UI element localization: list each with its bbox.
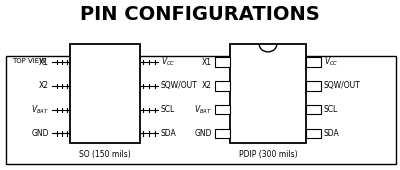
Text: PDIP (300 mils): PDIP (300 mils) <box>239 150 297 159</box>
Text: $V_{{BAT}}$: $V_{{BAT}}$ <box>31 103 49 116</box>
Text: $V_{{BAT}}$: $V_{{BAT}}$ <box>194 103 212 116</box>
Text: X1: X1 <box>202 58 212 66</box>
Text: SDA: SDA <box>161 129 176 138</box>
Text: X2: X2 <box>202 81 212 90</box>
Text: GND: GND <box>194 129 212 138</box>
Text: GND: GND <box>32 129 49 138</box>
Bar <box>6 56 396 164</box>
Bar <box>215 57 230 67</box>
Text: $V_{{CC}}$: $V_{{CC}}$ <box>161 56 176 68</box>
Text: TOP VIEW: TOP VIEW <box>12 58 46 64</box>
Bar <box>306 57 321 67</box>
Text: SCL: SCL <box>324 105 338 114</box>
Bar <box>306 81 321 90</box>
Text: SDA: SDA <box>324 129 340 138</box>
Bar <box>215 81 230 90</box>
Text: SQW/OUT: SQW/OUT <box>324 81 361 90</box>
Bar <box>215 105 230 114</box>
Text: SCL: SCL <box>161 105 175 114</box>
Bar <box>230 44 306 143</box>
Text: SQW/OUT: SQW/OUT <box>161 81 198 90</box>
Text: $V_{{CC}}$: $V_{{CC}}$ <box>324 56 339 68</box>
Text: PIN CONFIGURATIONS: PIN CONFIGURATIONS <box>80 5 320 24</box>
Bar <box>306 129 321 138</box>
Text: X2: X2 <box>39 81 49 90</box>
Bar <box>70 44 140 143</box>
Text: SO (150 mils): SO (150 mils) <box>79 150 131 159</box>
Bar <box>306 105 321 114</box>
Bar <box>215 129 230 138</box>
Text: X1: X1 <box>39 58 49 66</box>
